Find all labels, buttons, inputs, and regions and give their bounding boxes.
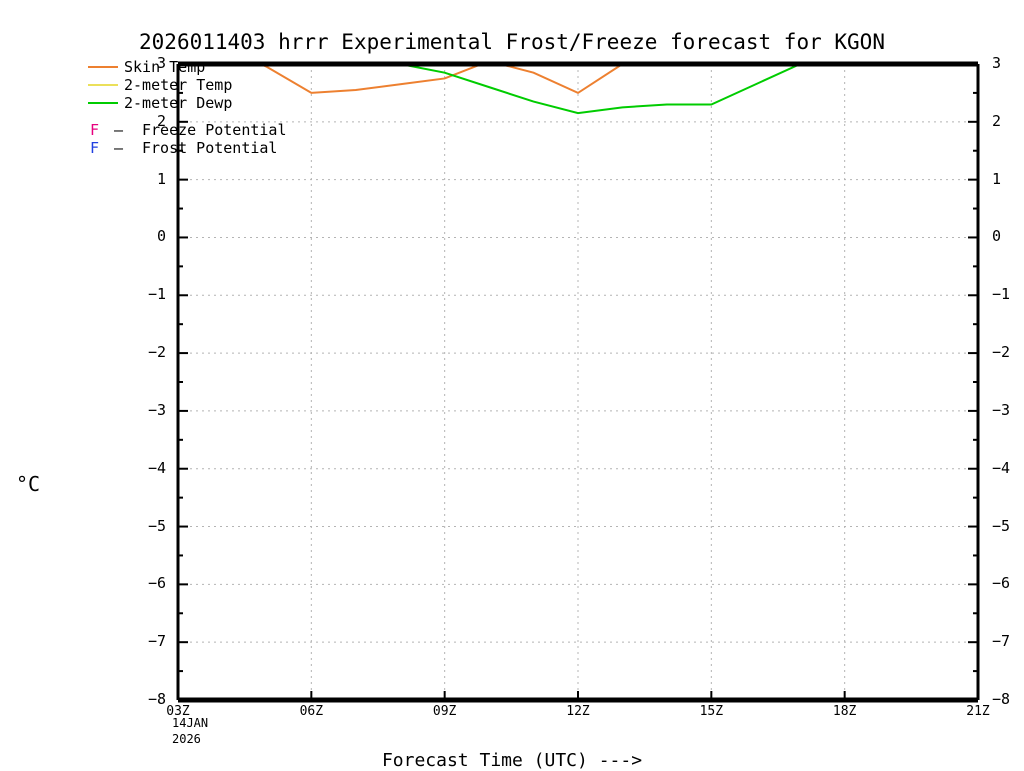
x-axis-date-year: 2026 <box>172 732 201 746</box>
legend-item-frost-potential: F – Frost Potential <box>88 139 418 157</box>
x-axis-tick-label: 03Z <box>166 704 190 719</box>
y-axis-tick-label: 2 <box>156 111 166 130</box>
legend-dash-frost: – <box>114 139 124 157</box>
vertical-gridlines <box>310 64 846 700</box>
y-axis-tick-label: 3 <box>156 54 166 72</box>
y-axis-tick-label-right: 2 <box>992 111 1002 130</box>
x-axis-tick-label: 15Z <box>699 704 724 719</box>
x-axis-tick-label: 18Z <box>832 704 857 719</box>
x-axis-tick-label: 12Z <box>566 704 590 719</box>
data-series-group <box>178 0 978 115</box>
legend-swatch-skin-temp <box>88 66 118 68</box>
y-axis-tick-label-right: −3 <box>992 400 1011 419</box>
y-axis-tick-label-right: −6 <box>992 574 1011 593</box>
y-axis-tick-label-right: −5 <box>992 516 1011 535</box>
axis-ticks <box>177 63 979 701</box>
y-axis-tick-label-right: −1 <box>992 285 1011 304</box>
y-axis-tick-label: 0 <box>156 227 166 246</box>
y-axis-tick-label: 1 <box>156 169 166 188</box>
x-axis-tick-label: 09Z <box>432 704 457 719</box>
freeze-potential-marker: F <box>90 121 100 139</box>
y-axis-tick-label: −3 <box>147 400 166 419</box>
y-axis-tick-label: −5 <box>147 516 166 535</box>
page-title: 2026011403 hrrr Experimental Frost/Freez… <box>139 30 885 54</box>
x-axis-title: Forecast Time (UTC) ---> <box>381 750 643 771</box>
legend-swatch-2m-dewp <box>88 102 118 104</box>
y-axis-tick-label: −6 <box>147 574 166 593</box>
y-axis-tick-label-right: 3 <box>992 54 1002 72</box>
legend-swatch-2m-temp <box>88 84 118 86</box>
series-line-2m-dewp <box>384 64 805 115</box>
y-axis-tick-label-right: −8 <box>992 690 1011 708</box>
legend-label-frost-potential: Frost Potential <box>142 139 278 157</box>
y-axis-tick-label: −7 <box>147 632 166 651</box>
x-axis-date-month: 14JAN <box>172 716 209 730</box>
y-axis-tick-label: −2 <box>147 343 166 362</box>
y-axis-tick-label-right: 1 <box>992 169 1002 188</box>
y-axis-tick-label-right: −2 <box>992 343 1011 362</box>
frost-potential-marker: F <box>90 139 100 157</box>
series-line-skin-temp <box>258 64 626 95</box>
y-axis-unit-label: °C <box>16 472 41 496</box>
horizontal-gridlines <box>178 121 978 643</box>
legend-dash-freeze: – <box>114 121 124 139</box>
x-axis-tick-label: 06Z <box>299 704 324 719</box>
y-axis-tick-label-right: −7 <box>992 632 1011 651</box>
y-axis-tick-label-right: 0 <box>992 227 1002 246</box>
x-axis-tick-label: 21Z <box>966 704 990 719</box>
y-axis-tick-label: −1 <box>147 285 166 304</box>
y-axis-tick-label: −8 <box>147 690 166 708</box>
series-line-2m-temp <box>178 0 978 47</box>
y-axis-tick-label: −4 <box>147 458 166 477</box>
y-axis-tick-label-right: −4 <box>992 458 1011 477</box>
